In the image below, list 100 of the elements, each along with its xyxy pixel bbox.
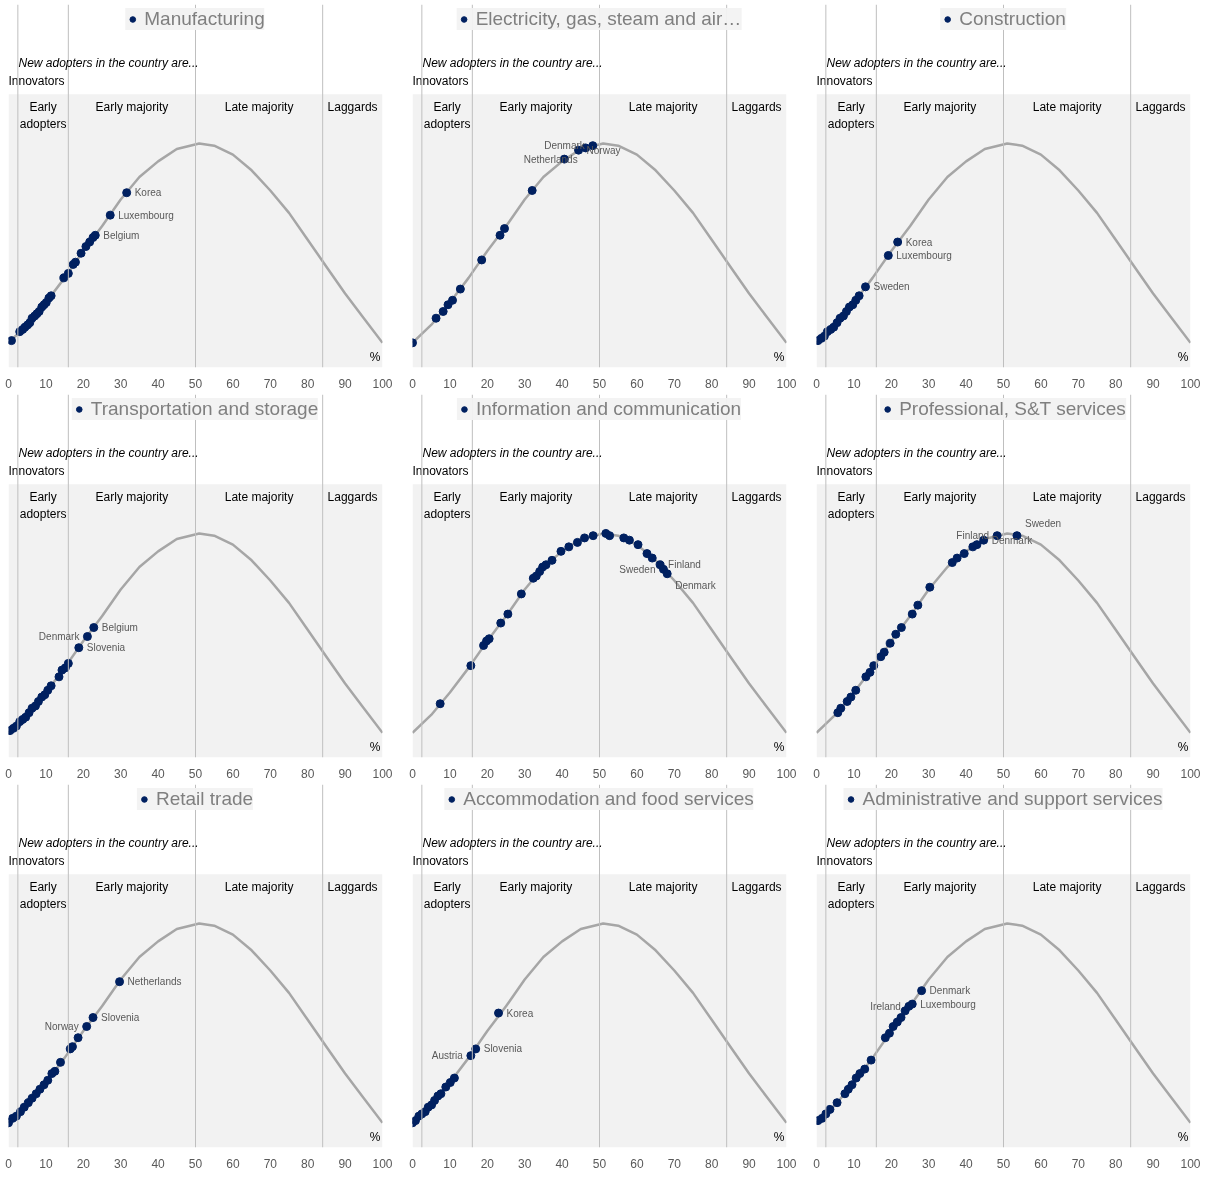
band-label: Early adopters (827, 490, 875, 521)
annotation: Denmark (675, 580, 717, 592)
legend-label: Transportation and storage (90, 398, 319, 420)
text: New adopters in the country are... (422, 836, 603, 851)
x-tick-label: 90 (338, 1156, 353, 1171)
x-tick-label: 10 (847, 376, 861, 391)
x-tick-label: 60 (630, 1156, 644, 1171)
x-tick-label: 60 (630, 766, 644, 781)
x-tick-label: 70 (263, 376, 278, 391)
band-label: Innovators (412, 74, 469, 89)
annotation: Finland (668, 559, 701, 571)
x-tick-label: 50 (188, 1156, 203, 1171)
legend-label: Professional, S&T services (899, 398, 1126, 420)
x-tick-label: 70 (263, 1156, 278, 1171)
x-tick-label: 90 (1146, 1156, 1161, 1171)
band-label: Early majority (95, 100, 169, 115)
annotation: Slovenia (483, 1043, 523, 1055)
band-label: Innovators (816, 854, 873, 869)
text: New adopters in the country are... (422, 56, 603, 71)
band-label: Late majority (1032, 880, 1102, 895)
annotation: Luxembourg (118, 209, 174, 221)
annotation: Sweden (619, 563, 656, 575)
x-tick-label: 10 (443, 766, 457, 781)
x-tick-label: 90 (742, 1156, 757, 1171)
legend-label: Retail trade (155, 788, 254, 810)
x-axis-title: % (773, 1129, 785, 1144)
x-tick-label: 70 (1071, 376, 1086, 391)
band-label: Early majority (903, 880, 977, 895)
x-tick-label: 40 (959, 376, 974, 391)
band-label: Laggards (731, 490, 782, 505)
x-tick-label: 60 (1034, 1156, 1048, 1171)
x-tick-label: 100 (776, 1156, 797, 1171)
x-tick-label: 20 (480, 376, 495, 391)
band-label: Early adopters (423, 880, 471, 911)
x-tick-label: 10 (39, 1156, 53, 1171)
x-tick-label: 100 (372, 376, 393, 391)
x-tick-label: 70 (263, 766, 278, 781)
band-label: Early majority (903, 490, 977, 505)
x-tick-label: 20 (76, 376, 91, 391)
band-label: Late majority (224, 490, 294, 505)
x-tick-label: 10 (39, 766, 53, 781)
x-tick-label: 20 (884, 766, 899, 781)
annotation: Ireland (870, 1000, 901, 1012)
x-tick-label: 20 (480, 1156, 495, 1171)
x-tick-label: 30 (922, 376, 936, 391)
annotation: Netherlands (127, 976, 182, 988)
x-tick-label: 60 (226, 766, 240, 781)
band-label: Early majority (499, 490, 573, 505)
x-tick-label: 0 (5, 1156, 13, 1171)
x-tick-label: 30 (114, 1156, 128, 1171)
x-tick-label: 100 (372, 766, 393, 781)
x-tick-label: 0 (409, 1156, 417, 1171)
annotation: Denmark (38, 631, 81, 642)
x-tick-label: 0 (5, 376, 13, 391)
band-label: Early adopters (827, 100, 875, 131)
x-tick-label: 30 (518, 766, 532, 781)
x-tick-label: 40 (555, 376, 570, 391)
annotation: Korea (905, 236, 933, 248)
x-tick-label: 90 (1146, 766, 1161, 781)
annotation: Denmark (544, 140, 586, 152)
x-tick-label: 50 (592, 1156, 607, 1171)
band-label: Laggards (327, 100, 378, 115)
x-tick-label: 40 (555, 1156, 570, 1171)
text: New adopters in the country are... (826, 836, 1007, 851)
x-tick-label: 100 (1180, 376, 1201, 391)
x-tick-label: 80 (1109, 766, 1123, 781)
band-label: Laggards (731, 880, 782, 895)
x-axis-title: % (369, 739, 381, 754)
text: New adopters in the country are... (18, 446, 199, 461)
x-tick-label: 10 (847, 1156, 861, 1171)
annotation: Luxembourg (920, 998, 976, 1010)
x-tick-label: 50 (592, 766, 607, 781)
x-tick-label: 60 (226, 1156, 240, 1171)
x-tick-label: 0 (813, 1156, 821, 1171)
x-tick-label: 90 (742, 766, 757, 781)
band-label: Early adopters (19, 880, 67, 911)
band-label: Early adopters (423, 490, 471, 521)
x-tick-label: 80 (1109, 376, 1123, 391)
annotation: Denmark (929, 985, 972, 997)
band-label: Early adopters (19, 490, 67, 521)
text: New adopters in the country are... (826, 446, 1007, 461)
x-tick-label: 60 (1034, 766, 1048, 781)
x-tick-label: 20 (480, 766, 495, 781)
x-tick-label: 50 (996, 1156, 1011, 1171)
x-axis-title: % (1177, 739, 1189, 754)
annotation: Belgium (103, 229, 140, 241)
band-label: Late majority (224, 880, 294, 895)
x-tick-label: 0 (409, 376, 417, 391)
x-tick-label: 90 (338, 766, 353, 781)
annotation: Slovenia (86, 642, 126, 654)
annotation: Korea (506, 1007, 534, 1019)
x-tick-label: 50 (996, 376, 1011, 391)
band-label: Early majority (499, 100, 573, 115)
band-label: Late majority (628, 100, 698, 115)
x-tick-label: 90 (1146, 376, 1161, 391)
band-label: Laggards (731, 100, 782, 115)
x-tick-label: 50 (188, 766, 203, 781)
legend-label: Information and communication (475, 398, 742, 420)
band-label: Laggards (1135, 490, 1186, 505)
band-label: Early majority (95, 880, 169, 895)
